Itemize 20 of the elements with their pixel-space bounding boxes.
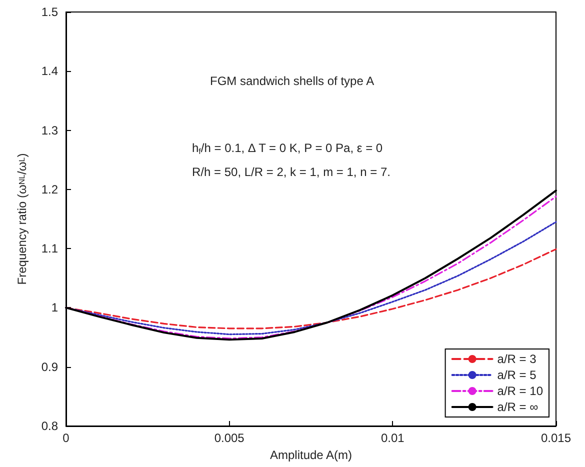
annotation: FGM sandwich shells of type A — [210, 74, 374, 88]
y-axis-title: Frequency ratio (ωNL/ωL) — [15, 153, 29, 285]
y-tick-label: 1.5 — [41, 5, 58, 19]
y-tick-label: 0.8 — [41, 419, 58, 433]
x-tick-label: 0.005 — [214, 431, 245, 445]
legend-label: a/R = 5 — [497, 368, 537, 382]
x-tick-label: 0 — [62, 431, 70, 445]
y-tick-label: 1.1 — [41, 242, 58, 256]
x-axis-title: Amplitude A(m) — [270, 448, 352, 462]
legend-label: a/R = 3 — [497, 352, 537, 366]
x-tick-label: 0.01 — [380, 431, 405, 445]
legend-label: a/R = 10 — [497, 384, 544, 398]
x-tick-label: 0.015 — [540, 431, 572, 445]
legend-label: a/R = ∞ — [497, 400, 539, 414]
y-tick-label: 0.9 — [41, 360, 58, 374]
y-tick-label: 1 — [51, 300, 58, 315]
y-tick-label: 1.4 — [41, 64, 58, 78]
y-tick-label: 1.2 — [41, 182, 58, 196]
y-tick-label: 1.3 — [41, 123, 58, 138]
annotation: R/h = 50, L/R = 2, k = 1, m = 1, n = 7. — [192, 165, 390, 179]
